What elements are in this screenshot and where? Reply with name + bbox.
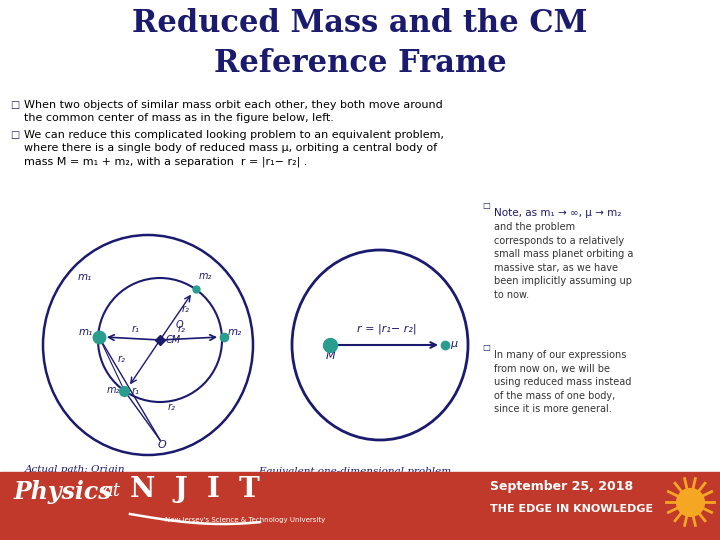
Text: r₁: r₁ bbox=[132, 324, 140, 334]
Text: r₁: r₁ bbox=[132, 386, 140, 395]
Text: r₂: r₂ bbox=[178, 324, 186, 334]
Text: Reduced Mass and the CM: Reduced Mass and the CM bbox=[132, 8, 588, 39]
Text: Equivalent one-dimensional problem: Equivalent one-dimensional problem bbox=[258, 467, 451, 476]
Bar bbox=[0, 472, 720, 540]
Text: N  J  I  T: N J I T bbox=[130, 476, 260, 503]
Text: Actual path: Origin: Actual path: Origin bbox=[24, 465, 125, 474]
Text: □: □ bbox=[10, 100, 19, 110]
Text: When two objects of similar mass orbit each other, they both move around
the com: When two objects of similar mass orbit e… bbox=[24, 100, 443, 123]
Text: r₂: r₂ bbox=[168, 402, 176, 413]
Text: m₂: m₂ bbox=[107, 385, 120, 395]
Text: r₂: r₂ bbox=[182, 304, 190, 314]
Text: September 25, 2018: September 25, 2018 bbox=[490, 480, 633, 493]
Text: μ: μ bbox=[450, 339, 457, 349]
Text: m₂: m₂ bbox=[228, 327, 242, 337]
Text: □: □ bbox=[482, 201, 490, 210]
Text: at: at bbox=[102, 482, 120, 500]
Text: We can reduce this complicated looking problem to an equivalent problem,
where t: We can reduce this complicated looking p… bbox=[24, 130, 444, 167]
Text: Note, as m₁ → ∞, μ → m₂: Note, as m₁ → ∞, μ → m₂ bbox=[494, 208, 621, 218]
Text: m₂: m₂ bbox=[199, 271, 212, 281]
Text: In many of our expressions
from now on, we will be
using reduced mass instead
of: In many of our expressions from now on, … bbox=[494, 350, 631, 414]
Text: Physics: Physics bbox=[14, 480, 112, 504]
Text: THE EDGE IN KNOWLEDGE: THE EDGE IN KNOWLEDGE bbox=[490, 504, 653, 514]
Text: m₁: m₁ bbox=[78, 272, 92, 282]
Text: New Jersey's Science & Technology University: New Jersey's Science & Technology Univer… bbox=[165, 517, 325, 523]
Text: M: M bbox=[326, 351, 336, 361]
Text: Reference Frame: Reference Frame bbox=[214, 48, 506, 79]
Text: O: O bbox=[158, 440, 167, 450]
Text: r₂: r₂ bbox=[118, 354, 126, 364]
Text: Path relative to CM: Path relative to CM bbox=[24, 478, 126, 487]
Text: and the problem
corresponds to a relatively
small mass planet orbiting a
massive: and the problem corresponds to a relativ… bbox=[494, 222, 634, 300]
Text: CM: CM bbox=[166, 335, 181, 345]
Text: m₁: m₁ bbox=[79, 327, 94, 337]
Text: O: O bbox=[176, 320, 184, 330]
Text: □: □ bbox=[482, 343, 490, 352]
Text: □: □ bbox=[10, 130, 19, 140]
Text: r = |r₁− r₂|: r = |r₁− r₂| bbox=[357, 323, 417, 334]
